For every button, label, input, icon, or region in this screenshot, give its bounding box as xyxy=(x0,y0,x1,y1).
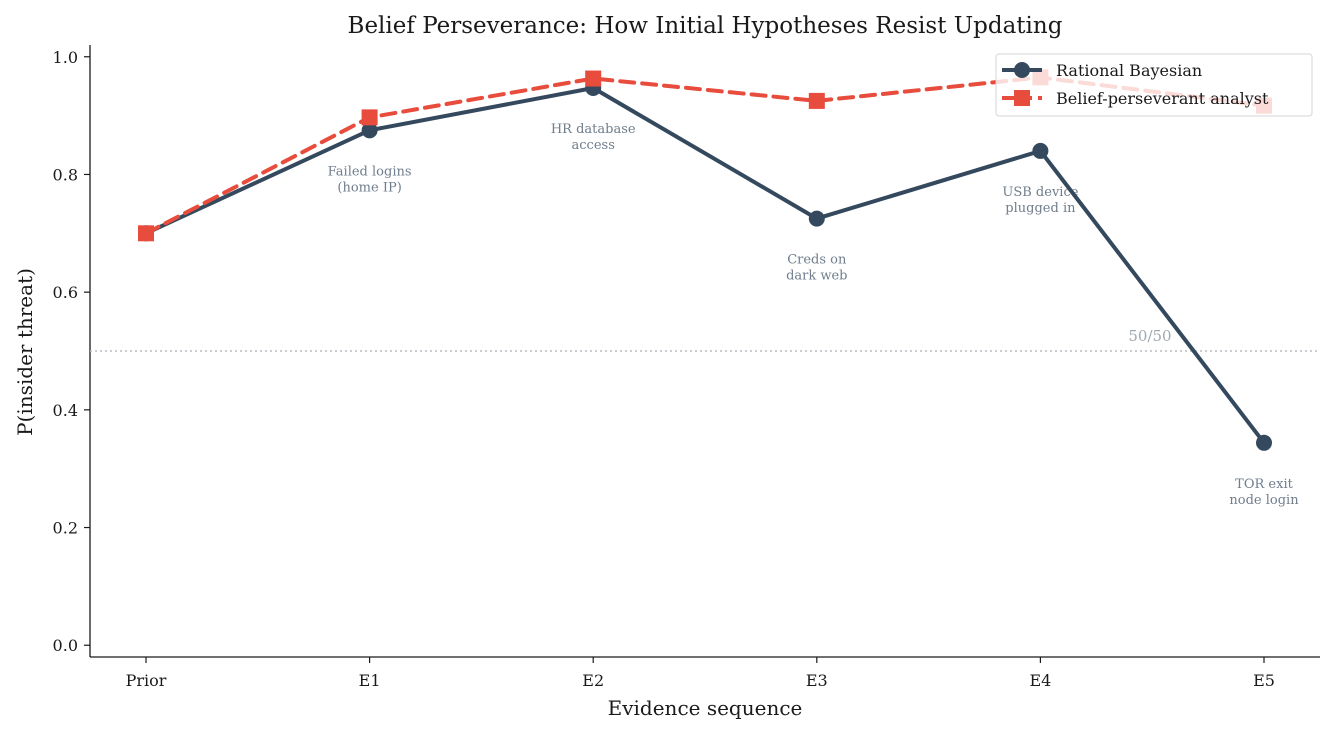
legend-box xyxy=(995,53,1313,117)
evidence-annotation: Creds on xyxy=(787,253,847,268)
y-tick-label: 1.0 xyxy=(53,48,78,67)
data-point-0 xyxy=(1032,142,1049,159)
evidence-annotation: access xyxy=(572,138,615,153)
legend-marker-1 xyxy=(1014,90,1030,106)
y-tick-label: 0.0 xyxy=(53,636,78,655)
y-tick-label: 0.6 xyxy=(53,283,78,302)
data-point-0 xyxy=(808,210,825,227)
x-tick-label: E2 xyxy=(582,671,604,690)
evidence-annotation: HR database xyxy=(551,122,636,137)
evidence-annotation: node login xyxy=(1229,493,1299,508)
evidence-annotation: dark web xyxy=(786,269,847,284)
data-point-1 xyxy=(138,225,154,242)
y-tick-label: 0.2 xyxy=(53,519,78,538)
series-line-1 xyxy=(144,75,1266,236)
y-axis-label: P(insider threat) xyxy=(13,268,37,436)
evidence-annotation: USB device xyxy=(1002,185,1078,200)
plot-area: 0.0 0.2 0.4 0.6 0.8 1.0 Prior E1 E2 E3 E4 E5 50/50 Fa… xyxy=(53,45,1320,690)
data-point-1 xyxy=(585,70,602,87)
evidence-annotation: plugged in xyxy=(1005,201,1076,216)
y-tick-label: 0.8 xyxy=(53,165,78,184)
evidence-annotation: (home IP) xyxy=(337,180,401,195)
legend-label-0: Rational Bayesian xyxy=(1056,61,1202,80)
chart-title: Belief Perseverance: How Initial Hypothe… xyxy=(348,13,1063,39)
data-point-1 xyxy=(808,92,825,109)
series-line-0 xyxy=(144,86,1266,445)
evidence-annotation: Failed logins xyxy=(328,164,412,179)
x-tick-label: E3 xyxy=(806,671,828,690)
evidence-annotation: TOR exit xyxy=(1235,477,1293,492)
data-point-1 xyxy=(361,109,378,126)
data-point-0 xyxy=(1256,434,1272,451)
x-tick-label: E5 xyxy=(1253,671,1275,690)
y-tick-label: 0.4 xyxy=(53,401,78,420)
x-tick-label: E4 xyxy=(1029,671,1051,690)
reference-line-label: 50/50 xyxy=(1128,327,1171,345)
x-tick-label: Prior xyxy=(126,671,167,690)
data-point-0 xyxy=(361,122,378,139)
legend-marker-0 xyxy=(1014,62,1030,78)
legend-label-1: Belief-perseverant analyst xyxy=(1056,89,1269,108)
x-axis-label: Evidence sequence xyxy=(608,696,803,720)
x-tick-label: E1 xyxy=(359,671,381,690)
